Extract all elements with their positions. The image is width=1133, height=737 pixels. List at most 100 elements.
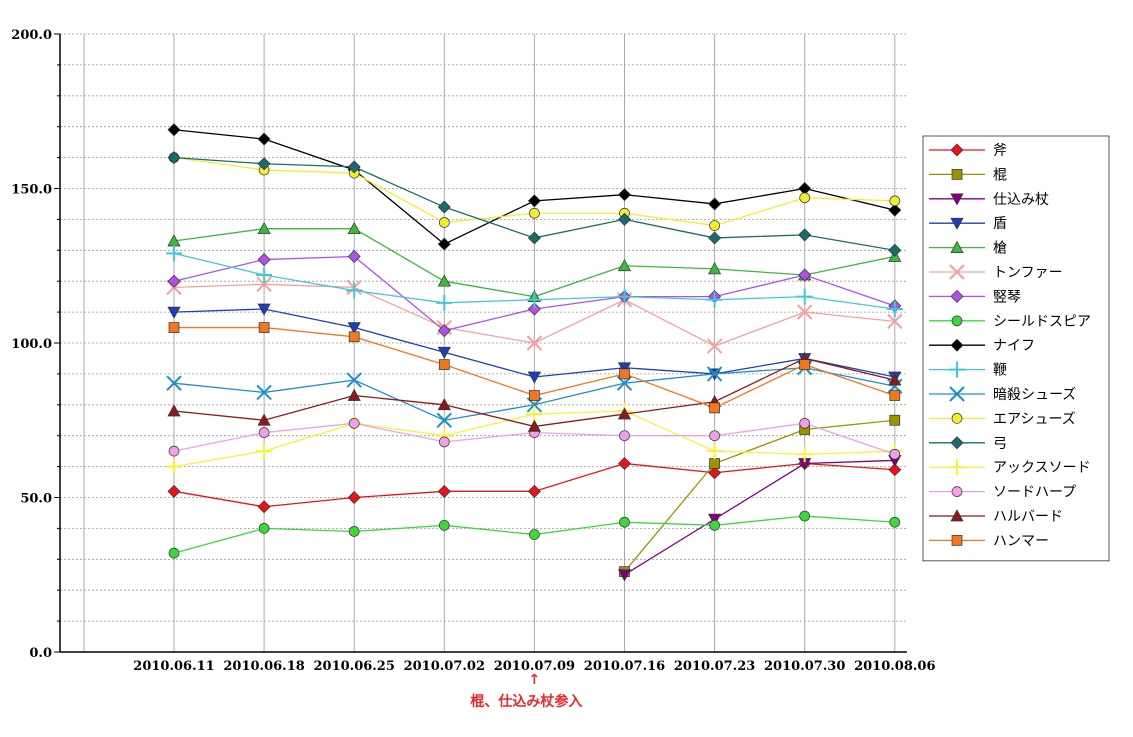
- data-point: [617, 407, 632, 420]
- data-point: [708, 197, 722, 211]
- data-point: [438, 359, 450, 370]
- data-point: [799, 359, 811, 370]
- data-point: [798, 268, 812, 282]
- data-point: [799, 192, 811, 204]
- data-point: [951, 486, 963, 497]
- y-tick-label: 150.0: [11, 183, 52, 198]
- data-point: [706, 291, 723, 308]
- data-point: [617, 569, 632, 582]
- data-point: [347, 322, 361, 335]
- legend-label: シールドスピア: [993, 314, 1091, 330]
- x-tick-label: 2010.08.06: [854, 659, 935, 674]
- legend-label: 盾: [993, 216, 1007, 232]
- data-point: [887, 313, 903, 330]
- data-point: [951, 535, 963, 546]
- data-point: [949, 264, 965, 280]
- series-16: [168, 322, 901, 414]
- x-tick-label: 2010.06.25: [313, 659, 394, 674]
- data-point: [709, 458, 720, 469]
- data-point: [529, 529, 540, 540]
- legend-label: ソードハープ: [993, 485, 1076, 501]
- data-point: [437, 274, 451, 287]
- legend-label: 斧: [993, 143, 1007, 159]
- data-point: [437, 324, 451, 338]
- data-point-stroke: [436, 412, 453, 428]
- data-point: [167, 274, 181, 288]
- data-point: [257, 132, 271, 146]
- data-point: [949, 386, 965, 402]
- data-point: [950, 193, 964, 206]
- data-point: [888, 203, 902, 217]
- data-point-stroke: [949, 386, 965, 402]
- legend-item: 槍: [929, 241, 1007, 257]
- data-point: [256, 276, 272, 292]
- data-point: [888, 243, 902, 257]
- legend-item: エアシューズ: [929, 411, 1076, 427]
- data-point: [437, 484, 451, 498]
- data-point: [618, 457, 631, 471]
- data-point-stroke: [256, 384, 272, 401]
- data-point: [706, 366, 723, 382]
- data-point: [167, 123, 181, 137]
- data-point: [257, 221, 271, 235]
- data-point: [619, 430, 630, 442]
- series-12: [167, 151, 902, 257]
- data-point-stroke: [256, 276, 272, 292]
- data-point: [708, 466, 722, 480]
- data-point: [348, 417, 360, 429]
- data-point: [616, 288, 633, 305]
- series-2: [617, 455, 902, 582]
- data-point: [951, 169, 963, 180]
- data-point: [709, 220, 720, 231]
- data-point: [348, 331, 360, 343]
- data-point: [706, 338, 723, 354]
- series-0: [167, 457, 902, 514]
- data-point: [950, 436, 964, 450]
- data-point: [257, 157, 271, 171]
- data-point: [709, 519, 720, 531]
- x-tick-labels: 2010.06.11 2010.06.18 2010.06.25 2010.07.02…: [133, 659, 935, 674]
- legend-label: ハルバード: [993, 509, 1063, 525]
- data-point: [888, 373, 902, 386]
- x-tick-label: 2010.07.30: [764, 659, 845, 674]
- data-point: [437, 237, 451, 251]
- data-point: [256, 443, 273, 460]
- y-tick-label: 50.0: [20, 492, 52, 507]
- data-point: [166, 375, 182, 391]
- annotation-arrow: ↑: [529, 672, 541, 688]
- data-point: [167, 151, 181, 165]
- data-point: [529, 207, 540, 219]
- data-point: [617, 259, 632, 272]
- data-point: [257, 303, 271, 316]
- data-point: [951, 315, 963, 327]
- data-point-stroke: [706, 366, 723, 382]
- data-point: [618, 212, 631, 226]
- data-point: [527, 371, 541, 384]
- data-point: [950, 509, 964, 522]
- legend-label: 暗殺シューズ: [993, 387, 1076, 403]
- data-point: [527, 484, 541, 498]
- data-point: [799, 417, 811, 429]
- data-point: [526, 291, 543, 308]
- data-point: [799, 510, 811, 522]
- data-point: [617, 362, 632, 375]
- data-point: [168, 445, 180, 457]
- x-tick-label: 2010.06.11: [133, 659, 214, 674]
- data-point-stroke: [887, 313, 903, 330]
- data-point-stroke: [796, 304, 813, 320]
- data-point: [619, 368, 630, 380]
- data-point: [889, 414, 901, 426]
- data-point: [708, 262, 722, 275]
- data-point: [257, 253, 271, 267]
- legend-item: 斧: [929, 143, 1007, 159]
- legend-item: 弓: [929, 436, 1007, 452]
- data-point: [618, 188, 631, 202]
- data-point: [346, 372, 362, 388]
- data-point-stroke: [706, 338, 723, 354]
- legend-label: ナイフ: [993, 338, 1035, 354]
- data-point: [348, 526, 360, 537]
- axes: [54, 33, 907, 653]
- series-9: [166, 245, 903, 318]
- data-point: [796, 304, 813, 320]
